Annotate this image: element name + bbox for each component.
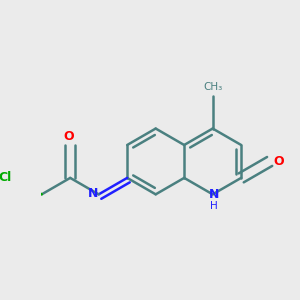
Text: O: O (64, 130, 74, 143)
Text: Cl: Cl (0, 171, 12, 184)
Text: H: H (210, 201, 218, 211)
Text: N: N (88, 187, 98, 200)
Text: N: N (209, 188, 219, 201)
Text: O: O (273, 155, 284, 168)
Text: CH₃: CH₃ (203, 82, 222, 92)
